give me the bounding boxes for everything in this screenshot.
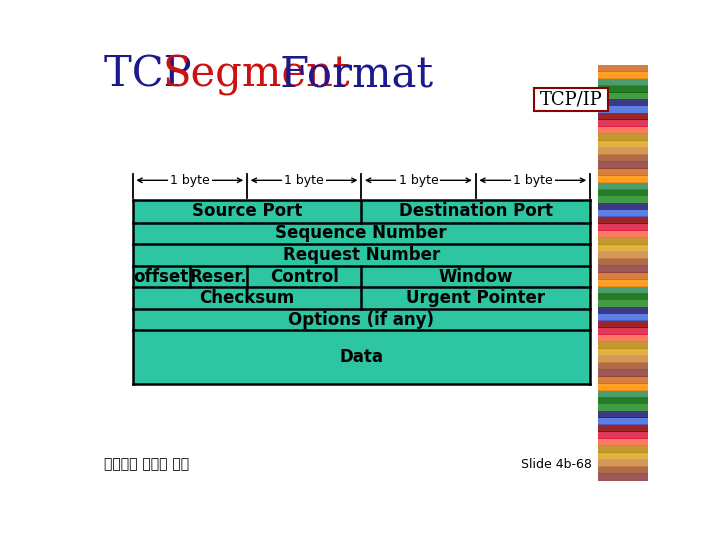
Bar [598, 133, 648, 141]
Bar [598, 459, 648, 467]
Text: 1 byte: 1 byte [513, 174, 552, 187]
Text: Destination Port: Destination Port [399, 202, 552, 220]
Bar [598, 251, 648, 259]
Bar [132, 200, 590, 222]
Bar [598, 473, 648, 481]
Bar [598, 237, 648, 245]
Bar [598, 154, 648, 162]
Bar [598, 383, 648, 390]
Bar [598, 445, 648, 453]
Bar [132, 309, 590, 330]
Bar [598, 320, 648, 328]
Bar [598, 417, 648, 425]
Bar [598, 348, 648, 356]
Bar [598, 327, 648, 335]
Bar [598, 279, 648, 287]
Text: 1 byte: 1 byte [170, 174, 210, 187]
Text: Sequence Number: Sequence Number [276, 225, 447, 242]
Bar [598, 466, 648, 474]
Bar [598, 126, 648, 134]
Text: Window: Window [438, 267, 513, 286]
Bar [598, 438, 648, 446]
Bar [132, 244, 590, 266]
Bar [598, 314, 648, 321]
Bar [598, 195, 648, 204]
Bar [598, 390, 648, 397]
Bar [598, 78, 648, 85]
Bar [598, 175, 648, 183]
Bar [598, 85, 648, 92]
Text: Source Port: Source Port [192, 202, 302, 220]
Bar [598, 161, 648, 168]
Bar [598, 182, 648, 190]
Bar [598, 286, 648, 294]
Text: Segment: Segment [162, 53, 350, 96]
Text: 1 byte: 1 byte [399, 174, 438, 187]
Bar [598, 202, 648, 211]
Bar [598, 168, 648, 176]
Text: Reser.: Reser. [189, 267, 247, 286]
Text: offset: offset [134, 267, 189, 286]
Text: Request Number: Request Number [283, 246, 440, 264]
Text: Format: Format [266, 53, 433, 96]
Bar [534, 88, 608, 111]
Bar [132, 266, 590, 287]
Bar [598, 71, 648, 79]
Bar [132, 287, 590, 309]
Text: Data: Data [339, 348, 383, 367]
Bar [598, 369, 648, 377]
Bar [598, 362, 648, 370]
Bar [598, 307, 648, 314]
Bar [598, 452, 648, 460]
Text: Control: Control [270, 267, 338, 286]
Bar [598, 99, 648, 106]
Bar [598, 397, 648, 404]
Bar [132, 330, 590, 384]
Bar [598, 334, 648, 342]
Text: Urgent Pointer: Urgent Pointer [406, 289, 545, 307]
Text: TCP: TCP [104, 53, 204, 96]
Bar [598, 258, 648, 266]
Text: 交大資工 蔡文能 計概: 交大資工 蔡文能 計概 [104, 457, 189, 471]
Bar [598, 244, 648, 252]
Bar [598, 147, 648, 155]
Bar [598, 272, 648, 280]
Bar [598, 112, 648, 120]
Bar [598, 403, 648, 411]
Text: TCP/IP: TCP/IP [539, 90, 602, 109]
Bar [598, 64, 648, 72]
Bar [598, 293, 648, 300]
Bar [598, 231, 648, 238]
Bar [598, 265, 648, 273]
Bar [598, 355, 648, 363]
Bar [598, 431, 648, 439]
Bar [598, 424, 648, 432]
Bar [598, 300, 648, 307]
Text: Slide 4b-68: Slide 4b-68 [521, 458, 593, 471]
Bar [598, 92, 648, 99]
Bar [598, 119, 648, 127]
Text: Checksum: Checksum [199, 289, 294, 307]
Bar [598, 410, 648, 418]
Bar [598, 210, 648, 217]
Bar [598, 341, 648, 349]
Bar [598, 224, 648, 231]
Text: Options (if any): Options (if any) [288, 310, 434, 329]
Bar [598, 217, 648, 224]
Text: 1 byte: 1 byte [284, 174, 324, 187]
Bar [598, 140, 648, 148]
Bar [132, 222, 590, 244]
Bar [598, 106, 648, 113]
Bar [598, 189, 648, 197]
Bar [598, 376, 648, 383]
